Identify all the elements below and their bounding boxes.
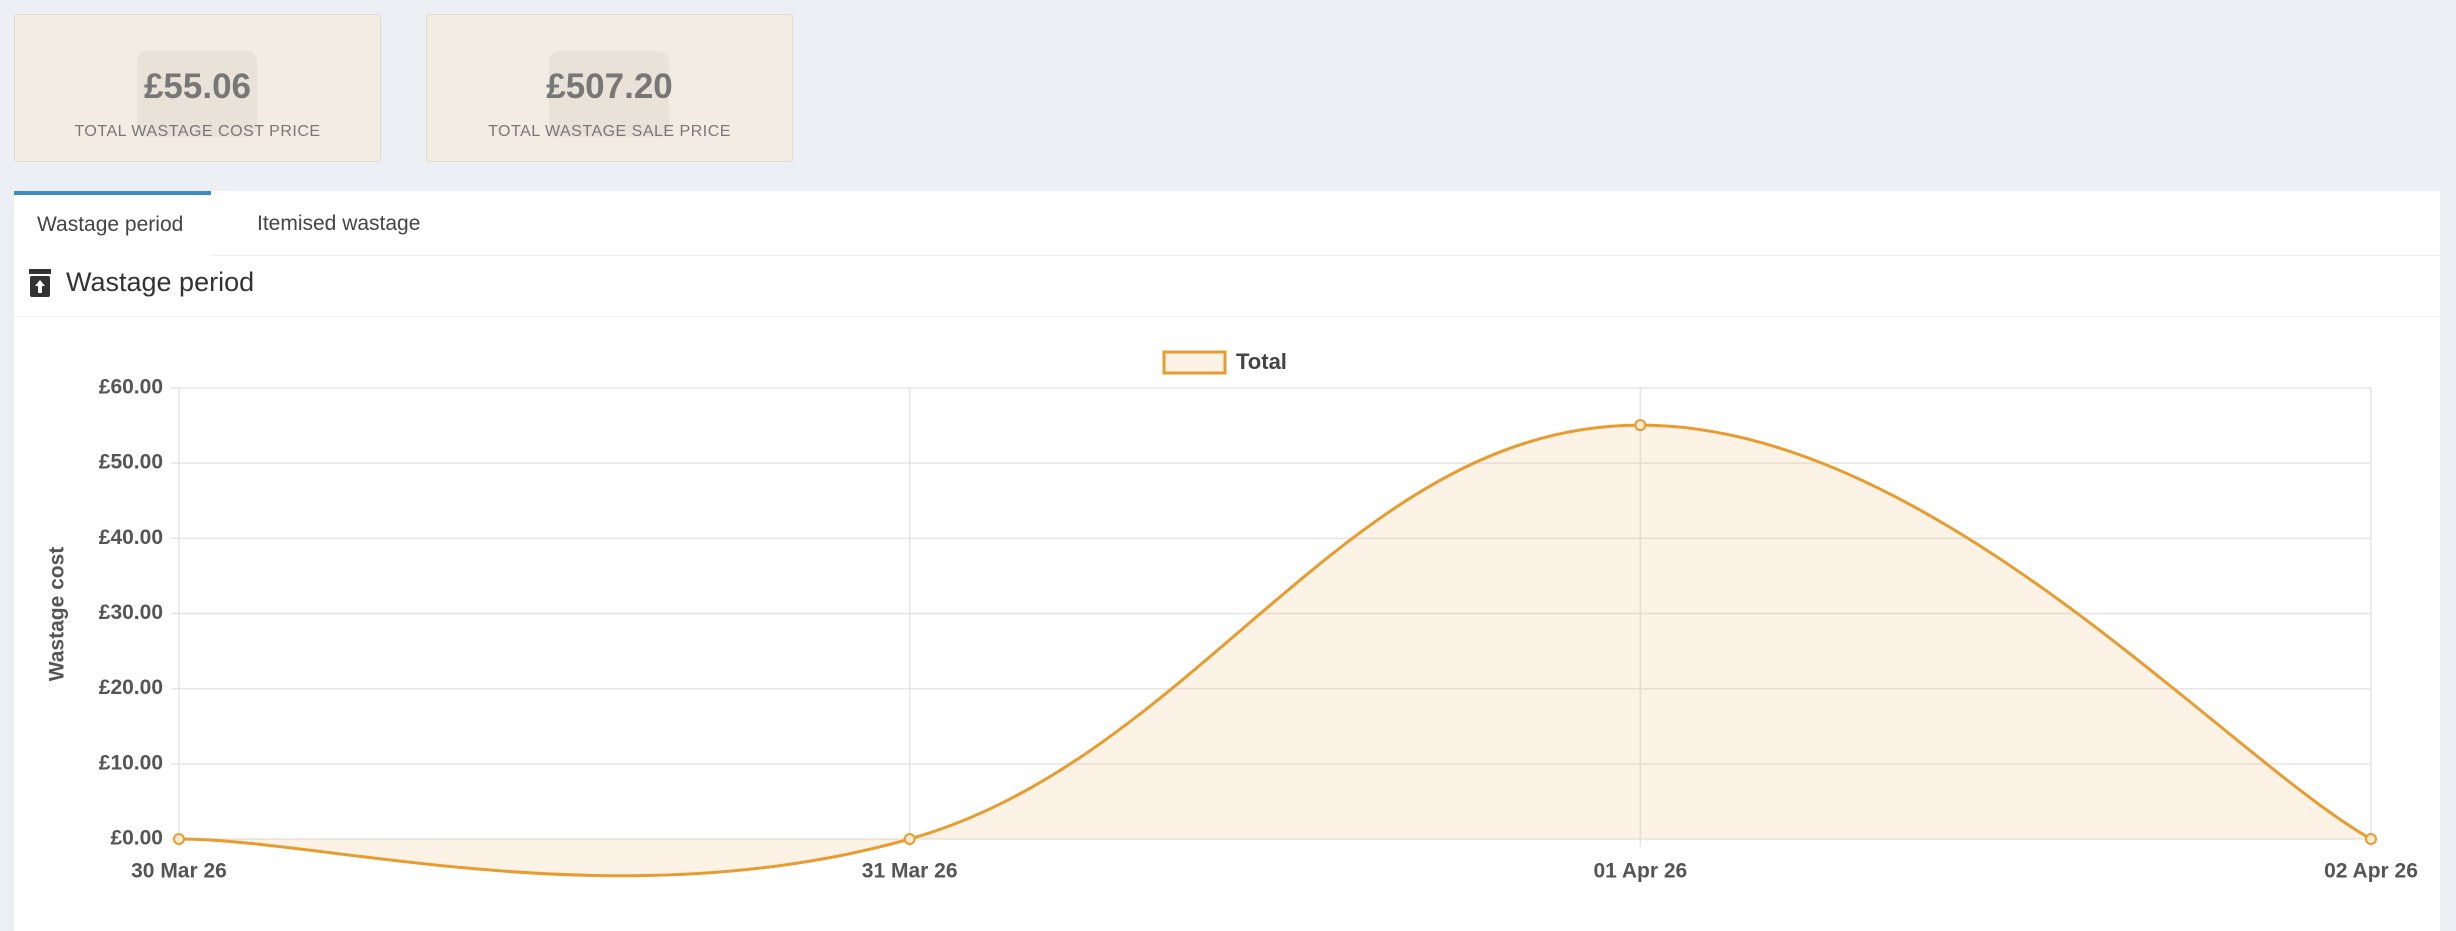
y-tick-label: £40.00 [99,526,163,549]
legend-swatch [1162,350,1227,375]
line [178,423,2372,878]
trash-icon [29,269,51,297]
stat-card: £507.20 TOTAL WASTAGE SALE PRICE [426,14,793,162]
point [173,833,185,845]
card-value: £507.20 [546,67,673,106]
y-tick-label: £10.00 [99,751,163,774]
x-tick-label: 31 Mar 26 [862,860,958,883]
tab-bar: Wastage period Itemised wastage [14,191,2440,259]
x-tick-label: 01 Apr 26 [1593,860,1687,883]
x-tick-label: 02 Apr 26 [2324,860,2418,883]
y-tick-label: £30.00 [99,601,163,624]
tab[interactable]: Itemised wastage [257,212,421,235]
y-tick-label: £20.00 [99,676,163,699]
point [2365,833,2377,845]
tab[interactable]: Wastage period [14,191,211,259]
point [1634,419,1647,432]
y-tick-label: £60.00 [99,376,163,399]
y-axis-title: Wastage cost [46,547,69,682]
area [179,425,2371,876]
card-label: TOTAL WASTAGE SALE PRICE [488,123,731,140]
card-label: TOTAL WASTAGE COST PRICE [74,123,321,140]
stat-card: £55.06 TOTAL WASTAGE COST PRICE [14,14,381,162]
y-tick-label: £50.00 [99,451,163,474]
card-value: £55.06 [143,67,252,106]
x-tick-label: 30 Mar 26 [131,860,227,883]
panel: Wastage period Itemised wastage Wastage … [14,191,2440,931]
y-tick-label: £0.00 [110,827,163,850]
separator [14,316,2440,317]
card-icon [137,51,257,137]
card-icon [549,51,669,137]
point [903,833,916,845]
panel-title: Wastage period [66,267,255,297]
legend-label: Total [1236,349,1287,374]
